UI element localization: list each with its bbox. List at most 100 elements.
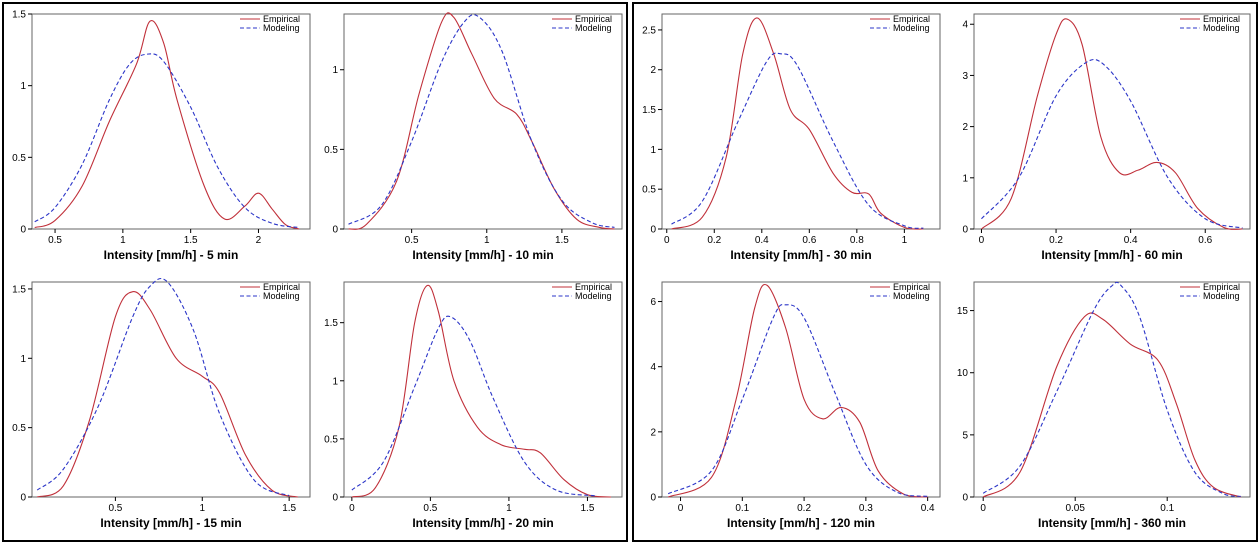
x-tick-label: 1.5 — [282, 503, 296, 514]
x-axis-label: Intensity [mm/h] - 60 min — [1041, 248, 1182, 262]
x-tick-label: 0 — [980, 503, 986, 514]
series-line-empirical — [667, 283, 928, 498]
legend-label-empirical: Empirical — [263, 14, 300, 24]
y-tick-label: 0.5 — [12, 153, 26, 164]
y-tick-label: 2 — [650, 427, 656, 438]
plot-frame — [343, 13, 623, 230]
y-tick-label: 6 — [650, 297, 656, 308]
y-tick-label: 5 — [962, 430, 968, 441]
chart-360min: 0 0.05 0.1 0 5 10 15 Intensity [mm/h] - 360 min… — [957, 281, 1251, 530]
x-tick-label: 0.6 — [802, 235, 816, 246]
x-axis-label: Intensity [mm/h] - 360 min — [1038, 516, 1186, 530]
chart-10min: 0.5 1 1.5 0 0.5 1 Intensity [mm/h] - 10 min Emp… — [324, 12, 623, 262]
series-line-empirical — [34, 19, 300, 230]
x-axis-label: Intensity [mm/h] - 15 min — [100, 516, 241, 530]
y-tick-label: 1 — [20, 354, 26, 365]
legend-label-modeling: Modeling — [1203, 23, 1240, 33]
y-tick-label: 1 — [332, 65, 338, 76]
x-tick-label: 0.6 — [1198, 235, 1212, 246]
x-axis-label: Intensity [mm/h] - 30 min — [730, 248, 871, 262]
chart-panel-15min: 0.5 1 1.5 0 0.5 1 1.5 Intensity [mm/h] - 15 min… — [4, 272, 316, 542]
y-tick-label: 0.5 — [324, 145, 338, 156]
y-tick-label: 0.5 — [324, 434, 338, 445]
chart-20min: 0 0.5 1 1.5 0 0.5 1 1.5 Intensity [mm/h] - 20 mi… — [324, 281, 623, 530]
y-tick-label: 2 — [650, 65, 656, 76]
x-tick-label: 0.2 — [1049, 235, 1063, 246]
y-tick-label: 2 — [962, 122, 968, 133]
y-tick-label: 1.5 — [324, 318, 338, 329]
left-figure-group — [2, 2, 628, 542]
x-tick-label: 2 — [256, 235, 262, 246]
x-tick-label: 0.4 — [755, 235, 769, 246]
series-line-modeling — [348, 14, 615, 228]
chart-panel-20min: 0 0.5 1 1.5 0 0.5 1 1.5 Intensity [mm/h] - 20 mi… — [316, 272, 628, 542]
chart-120min: 0 0.1 0.2 0.3 0.4 0 2 4 6 Intensity [mm/h] - 120 … — [650, 281, 941, 530]
plot-frame — [973, 13, 1251, 230]
y-tick-label: 1 — [332, 376, 338, 387]
legend-label-modeling: Modeling — [575, 23, 612, 33]
series-line-modeling — [982, 281, 1241, 497]
legend-label-empirical: Empirical — [1203, 282, 1240, 292]
chart-panel-30min: 0 0.2 0.4 0.6 0.8 1 0 0.5 1 1.5 2 2.5 Intensity [mm/… — [634, 4, 946, 274]
y-tick-label: 10 — [957, 368, 969, 379]
plot-frame — [31, 281, 311, 498]
y-tick-label: 3 — [962, 71, 968, 82]
y-tick-label: 1 — [962, 173, 968, 184]
chart-panel-5min: 0.5 1 1.5 2 0 0.5 1 1.5 Intensity [mm/h] - 5 min… — [4, 4, 316, 274]
x-tick-label: 0 — [349, 503, 355, 514]
y-tick-label: 0 — [332, 225, 338, 236]
chart-panel-10min: 0.5 1 1.5 0 0.5 1 Intensity [mm/h] - 10 min Emp… — [316, 4, 628, 274]
x-tick-label: 1.5 — [555, 235, 569, 246]
x-tick-label: 0.2 — [707, 235, 721, 246]
legend-label-modeling: Modeling — [1203, 291, 1240, 301]
x-tick-label: 0 — [979, 235, 985, 246]
plot-frame — [31, 13, 311, 230]
x-axis-label: Intensity [mm/h] - 5 min — [104, 248, 239, 262]
legend-label-modeling: Modeling — [575, 291, 612, 301]
y-tick-label: 0 — [650, 493, 656, 504]
y-tick-label: 0.5 — [12, 423, 26, 434]
y-tick-label: 1.5 — [12, 10, 26, 21]
x-tick-label: 0.05 — [1065, 503, 1085, 514]
x-tick-label: 1 — [902, 235, 908, 246]
series-line-modeling — [34, 53, 300, 229]
x-tick-label: 0.4 — [921, 503, 935, 514]
x-tick-label: 0 — [664, 235, 670, 246]
x-axis-label: Intensity [mm/h] - 10 min — [412, 248, 553, 262]
series-line-empirical — [671, 17, 924, 230]
y-tick-label: 0 — [20, 225, 26, 236]
legend-label-empirical: Empirical — [263, 282, 300, 292]
series-line-empirical — [982, 312, 1241, 498]
x-tick-label: 0.4 — [1124, 235, 1138, 246]
plot-frame — [661, 13, 941, 230]
legend-label-modeling: Modeling — [893, 291, 930, 301]
x-tick-label: 0.1 — [1160, 503, 1174, 514]
x-tick-label: 0.5 — [423, 503, 437, 514]
legend-label-empirical: Empirical — [893, 14, 930, 24]
y-tick-label: 2.5 — [642, 25, 656, 36]
legend-label-modeling: Modeling — [263, 23, 300, 33]
x-tick-label: 1 — [120, 235, 126, 246]
y-tick-label: 0 — [962, 493, 968, 504]
x-tick-label: 0.5 — [108, 503, 122, 514]
y-tick-label: 1.5 — [642, 105, 656, 116]
chart-30min: 0 0.2 0.4 0.6 0.8 1 0 0.5 1 1.5 2 2.5 Intensity [mm/… — [642, 13, 941, 262]
x-tick-label: 0.1 — [735, 503, 749, 514]
y-tick-label: 0 — [332, 493, 338, 504]
series-line-modeling — [36, 277, 290, 497]
y-tick-label: 1.5 — [12, 284, 26, 295]
x-tick-label: 1 — [199, 503, 205, 514]
chart-15min: 0.5 1 1.5 0 0.5 1 1.5 Intensity [mm/h] - 15 min… — [12, 277, 311, 530]
chart-panel-360min: 0 0.05 0.1 0 5 10 15 Intensity [mm/h] - 360 min… — [946, 272, 1256, 542]
x-tick-label: 0.5 — [48, 235, 62, 246]
series-line-modeling — [351, 315, 596, 497]
x-tick-label: 0 — [678, 503, 684, 514]
plot-frame — [343, 281, 623, 498]
x-tick-label: 1.5 — [184, 235, 198, 246]
plot-frame — [661, 281, 941, 498]
y-tick-label: 0 — [962, 225, 968, 236]
x-tick-label: 1 — [506, 503, 512, 514]
series-line-empirical — [36, 291, 298, 498]
legend-label-empirical: Empirical — [1203, 14, 1240, 24]
x-tick-label: 0.5 — [405, 235, 419, 246]
